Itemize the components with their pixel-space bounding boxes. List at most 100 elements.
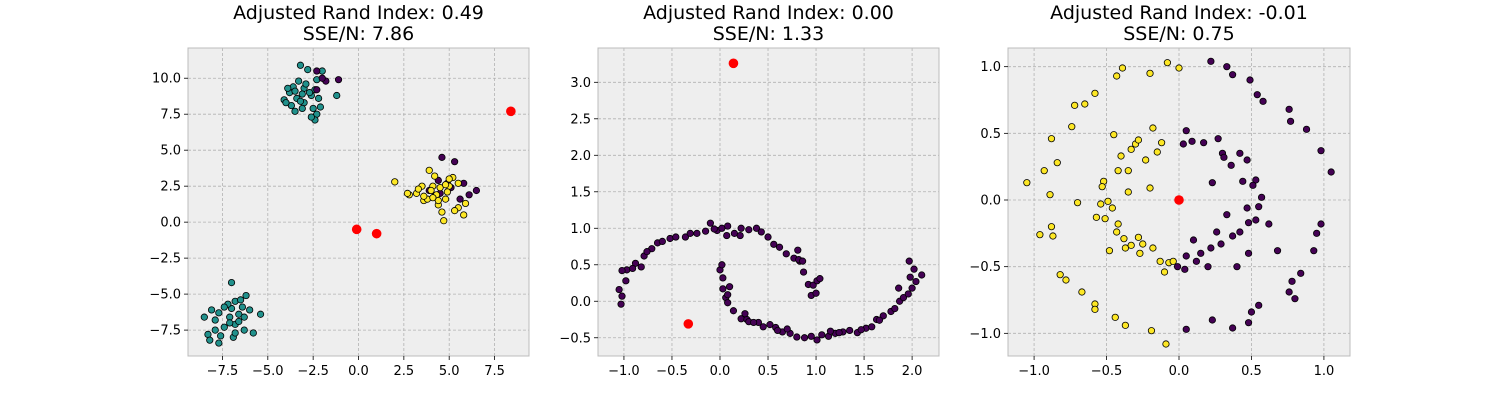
data-point [701,227,710,235]
data-point [1056,271,1064,279]
data-point [1253,91,1261,99]
data-point [1285,105,1293,113]
series-2 [1173,57,1335,333]
data-point [298,104,306,113]
y-axis: −1.0 −0.5 0.0 0.5 1.0 [969,60,1008,342]
data-point [256,310,265,318]
centroid-point [728,58,739,69]
y-tick-label: −2.5 [149,252,181,267]
data-point [1113,72,1121,80]
data-point [1181,265,1189,273]
data-point [227,278,236,287]
data-point [334,76,343,84]
data-point [1078,288,1086,296]
data-point [1124,188,1132,196]
y-tick-label: 1.0 [980,60,1001,75]
data-point [1291,295,1299,303]
data-point [1047,223,1056,231]
data-point [750,318,758,327]
data-point [1062,276,1070,284]
data-point [438,153,446,161]
data-point [1192,257,1200,265]
data-point [1023,179,1031,187]
data-point [723,231,731,240]
centroid-point [506,106,516,117]
data-point [460,211,468,219]
plot-area [598,48,939,356]
data-point [307,113,315,121]
data-point [1098,183,1106,191]
data-point [875,316,884,324]
data-point [1113,228,1121,236]
data-point [1243,204,1251,212]
data-point [1229,232,1237,240]
data-point [775,243,784,251]
data-point [618,292,626,300]
x-tick-label: 2.0 [902,364,923,379]
data-point [431,172,439,180]
data-point [891,304,899,313]
data-point [1182,252,1190,260]
data-point [1258,193,1266,201]
data-point [1105,247,1114,255]
y-tick-label: 0.5 [980,127,1001,142]
data-point [282,99,290,107]
data-point [1149,124,1157,132]
data-point [1327,168,1335,176]
y-tick-label: 1.5 [570,185,591,200]
chart-title: Adjusted Rand Index: 0.00 [643,2,894,24]
centroid-point [1174,195,1184,205]
data-point [783,325,791,333]
data-point [200,313,208,321]
y-axis: −0.5 0.0 0.5 1.0 1.5 2.0 2.5 3.0 [559,76,598,346]
data-point [291,87,299,95]
data-point [759,323,767,331]
panels: −7.5 −5.0 −2.5 0.0 2.5 5.0 7.5 −7.5 −5.0 −2.5 0.0 2… [149,2,1351,379]
chart-title: Adjusted Rand Index: -0.01 [1050,2,1308,24]
y-tick-label: 0.5 [570,258,591,273]
data-point [1208,179,1216,187]
data-point [1213,228,1221,236]
data-point [1118,64,1127,72]
y-tick-label: 0.0 [160,216,181,231]
data-point [658,237,666,246]
data-point [456,195,464,203]
x-tick-label: −2.5 [297,364,329,379]
x-tick-label: −7.5 [207,364,239,379]
data-point [1247,308,1256,316]
data-point [1091,89,1099,97]
data-point [706,219,714,227]
data-point [1249,181,1257,189]
y-tick-label: −5.0 [149,288,181,303]
data-point [220,323,228,331]
data-point [215,309,223,317]
data-point [1220,153,1228,161]
data-point [1246,76,1254,84]
data-point [774,326,782,335]
scatter-panel-2: −1.0 −0.5 0.0 0.5 1.0 1.5 2.0 −0.5 0.0 0.5 1.0 1.5 2… [559,2,940,379]
y-tick-label: 2.0 [570,149,591,164]
y-tick-label: −1.0 [969,327,1001,342]
data-point [235,317,243,326]
data-point [710,225,718,233]
data-point [1071,101,1079,109]
data-point [1227,161,1235,169]
x-tick-label: 0.5 [758,364,779,379]
data-point [1127,241,1135,249]
x-tick-label: 0.0 [710,364,731,379]
data-point [249,329,257,337]
data-point [1073,199,1082,207]
x-tick-label: −0.5 [656,364,688,379]
data-point [314,94,323,102]
data-point [226,319,234,327]
data-point [1214,135,1222,143]
data-point [313,67,321,75]
series-3 [391,166,470,225]
data-point [1302,125,1311,133]
x-tick-label: −1.0 [608,364,640,379]
data-point [1158,139,1166,147]
data-point [1207,244,1215,252]
data-point [1149,244,1157,252]
data-point [472,186,480,195]
data-point [1134,233,1143,241]
